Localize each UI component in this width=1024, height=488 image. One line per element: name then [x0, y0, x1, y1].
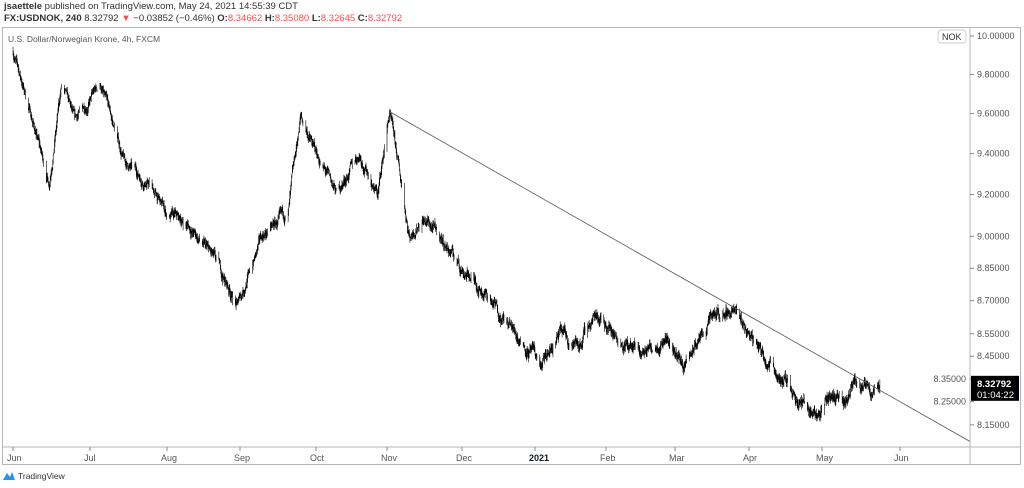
y-tick-label: 10.00000: [977, 31, 1015, 41]
x-tick-label: Aug: [161, 453, 177, 463]
chart-title: U.S. Dollar/Norwegian Krone, 4h, FXCM: [8, 34, 161, 44]
x-tick-label: 2021: [529, 453, 549, 463]
x-tick-label: Feb: [600, 453, 616, 463]
y-tick-label: 8.70000: [977, 296, 1010, 306]
open-value: 8.34662: [227, 13, 263, 24]
y-tick-label: 9.40000: [977, 149, 1010, 159]
x-tick-label: Jun: [894, 453, 909, 463]
x-tick-label: Jul: [84, 453, 96, 463]
y-tick-label: 8.25000: [933, 397, 966, 407]
y-tick-label: 8.35000: [933, 374, 966, 384]
symbol: FX:USDNOK, 240: [4, 13, 82, 24]
down-arrow-icon: ▼: [121, 13, 131, 24]
y-tick-label: 9.20000: [977, 190, 1010, 200]
tradingview-logo: TradingView: [3, 471, 65, 481]
y-tick-label: 9.00000: [977, 231, 1010, 241]
publisher: jsaettele: [4, 1, 43, 12]
publish-info: jsaettele published on TradingView.com, …: [4, 1, 298, 12]
y-tick-label: 9.80000: [977, 69, 1010, 79]
x-tick-label: Mar: [669, 453, 685, 463]
brand-text: TradingView: [18, 471, 65, 481]
x-tick-label: Dec: [456, 453, 473, 463]
change: −0.03852 (−0.46%): [133, 13, 215, 24]
open-label: O:: [217, 13, 228, 24]
countdown-label: 01:04:22: [977, 390, 1014, 401]
chart-frame: [2, 27, 1021, 465]
y-tick-label: 8.15000: [977, 420, 1010, 430]
x-tick-label: Sep: [234, 453, 250, 463]
symbol-info: FX:USDNOK, 240 8.32792 ▼ −0.03852 (−0.46…: [4, 13, 402, 24]
currency-badge: [937, 29, 967, 44]
last-price: 8.32792: [84, 13, 119, 24]
tradingview-logo-icon: [3, 472, 15, 480]
x-tick-label: Nov: [381, 453, 398, 463]
y-tick-label: 9.60000: [977, 109, 1010, 119]
last-price-tag: [971, 375, 1019, 401]
last-price-label: 8.32792: [977, 379, 1011, 390]
y-tick-label: 8.55000: [977, 329, 1010, 339]
currency-label: NOK: [942, 32, 962, 42]
high-label: H:: [264, 13, 275, 24]
x-tick-label: Oct: [310, 453, 325, 463]
x-tick-label: Jun: [7, 453, 22, 463]
x-tick-label: May: [816, 453, 834, 463]
y-tick-label: 8.85000: [977, 263, 1010, 273]
published-text: published on TradingView.com, May 24, 20…: [44, 1, 298, 12]
high-value: 8.35080: [274, 13, 310, 24]
low-label: L:: [311, 13, 321, 24]
x-tick-label: Apr: [743, 453, 757, 463]
y-tick-label: 8.45000: [977, 351, 1010, 361]
trendline: [389, 111, 970, 442]
low-value: 8.32645: [320, 13, 356, 24]
close-label: C:: [357, 13, 368, 24]
close-value: 8.32792: [367, 13, 403, 24]
